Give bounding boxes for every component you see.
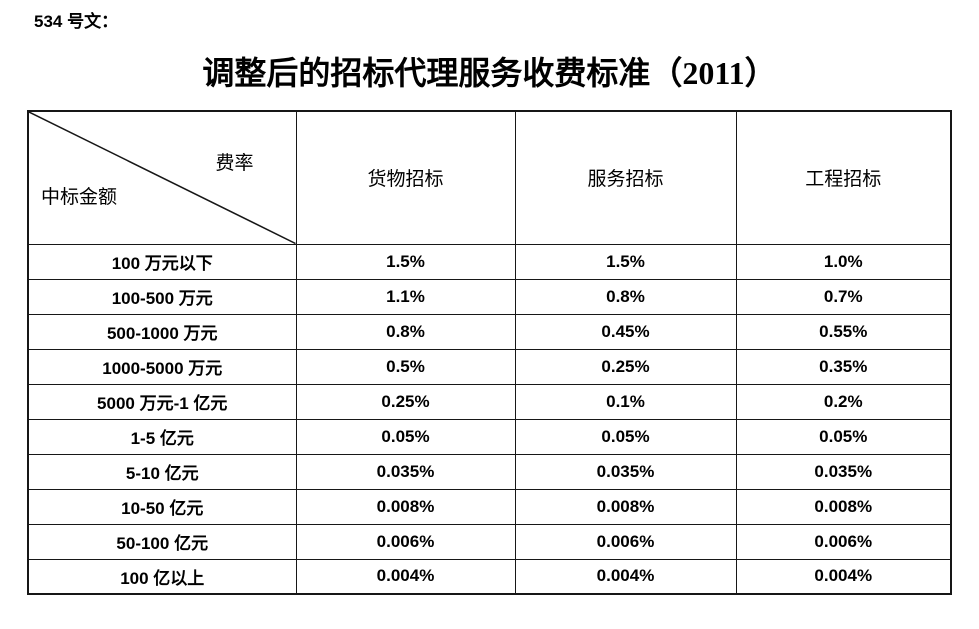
fee-cell: 0.004% xyxy=(735,558,952,595)
column-header-service-bidding: 服务招标 xyxy=(514,110,737,245)
fee-cell: 0.25% xyxy=(514,348,737,385)
fee-cell: 1.0% xyxy=(735,243,952,280)
table-row: 1000-5000 万元 0.5% 0.25% 0.35% xyxy=(27,348,952,385)
row-label: 100 万元以下 xyxy=(27,243,297,280)
table-corner-cell: 费率 中标金额 xyxy=(27,110,297,245)
row-label: 1000-5000 万元 xyxy=(27,348,297,385)
fee-cell: 0.8% xyxy=(295,313,516,350)
fee-cell: 0.05% xyxy=(514,418,737,455)
fee-cell: 0.004% xyxy=(514,558,737,595)
fee-cell: 0.7% xyxy=(735,278,952,315)
corner-label-bid-amount: 中标金额 xyxy=(41,187,118,208)
fee-cell: 0.035% xyxy=(735,453,952,490)
fee-cell: 0.008% xyxy=(295,488,516,525)
corner-label-rate: 费率 xyxy=(215,153,254,174)
fee-cell: 0.006% xyxy=(295,523,516,560)
fee-cell: 0.55% xyxy=(735,313,952,350)
fee-cell: 0.5% xyxy=(295,348,516,385)
fee-table: 费率 中标金额 货物招标 服务招标 工程招标 100 万元以下 1.5% 1.5% 1… xyxy=(27,110,952,595)
column-header-engineering-bidding: 工程招标 xyxy=(735,110,952,245)
table-row: 10-50 亿元 0.008% 0.008% 0.008% xyxy=(27,488,952,525)
fee-cell: 0.035% xyxy=(514,453,737,490)
row-label: 5-10 亿元 xyxy=(27,453,297,490)
fee-cell: 0.2% xyxy=(735,383,952,420)
diagonal-divider-line xyxy=(29,112,296,244)
fee-cell: 0.45% xyxy=(514,313,737,350)
fee-cell: 0.05% xyxy=(735,418,952,455)
fee-cell: 0.008% xyxy=(514,488,737,525)
row-label: 50-100 亿元 xyxy=(27,523,297,560)
fee-table-body: 100 万元以下 1.5% 1.5% 1.0% 100-500 万元 1.1% 0.8% 0.… xyxy=(27,243,952,595)
fee-cell: 1.1% xyxy=(295,278,516,315)
table-row: 100-500 万元 1.1% 0.8% 0.7% xyxy=(27,278,952,315)
table-row: 5000 万元-1 亿元 0.25% 0.1% 0.2% xyxy=(27,383,952,420)
fee-cell: 0.006% xyxy=(735,523,952,560)
fee-cell: 1.5% xyxy=(514,243,737,280)
table-row: 500-1000 万元 0.8% 0.45% 0.55% xyxy=(27,313,952,350)
fee-cell: 0.25% xyxy=(295,383,516,420)
fee-cell: 0.035% xyxy=(295,453,516,490)
fee-cell: 0.004% xyxy=(295,558,516,595)
row-label: 100 亿以上 xyxy=(27,558,297,595)
fee-cell: 0.1% xyxy=(514,383,737,420)
table-row: 1-5 亿元 0.05% 0.05% 0.05% xyxy=(27,418,952,455)
table-row: 100 亿以上 0.004% 0.004% 0.004% xyxy=(27,558,952,595)
row-label: 500-1000 万元 xyxy=(27,313,297,350)
table-row: 100 万元以下 1.5% 1.5% 1.0% xyxy=(27,243,952,280)
row-label: 100-500 万元 xyxy=(27,278,297,315)
header-row: 费率 中标金额 货物招标 服务招标 工程招标 xyxy=(27,110,952,245)
page-title: 调整后的招标代理服务收费标准（2011） xyxy=(202,55,777,91)
fee-cell: 1.5% xyxy=(295,243,516,280)
column-header-goods-bidding: 货物招标 xyxy=(295,110,516,245)
fee-cell: 0.006% xyxy=(514,523,737,560)
row-label: 5000 万元-1 亿元 xyxy=(27,383,297,420)
doc-ref: 534 号文： xyxy=(34,12,119,31)
fee-cell: 0.35% xyxy=(735,348,952,385)
row-label: 10-50 亿元 xyxy=(27,488,297,525)
table-row: 50-100 亿元 0.006% 0.006% 0.006% xyxy=(27,523,952,560)
row-label: 1-5 亿元 xyxy=(27,418,297,455)
fee-cell: 0.05% xyxy=(295,418,516,455)
table-row: 5-10 亿元 0.035% 0.035% 0.035% xyxy=(27,453,952,490)
fee-cell: 0.008% xyxy=(735,488,952,525)
fee-cell: 0.8% xyxy=(514,278,737,315)
